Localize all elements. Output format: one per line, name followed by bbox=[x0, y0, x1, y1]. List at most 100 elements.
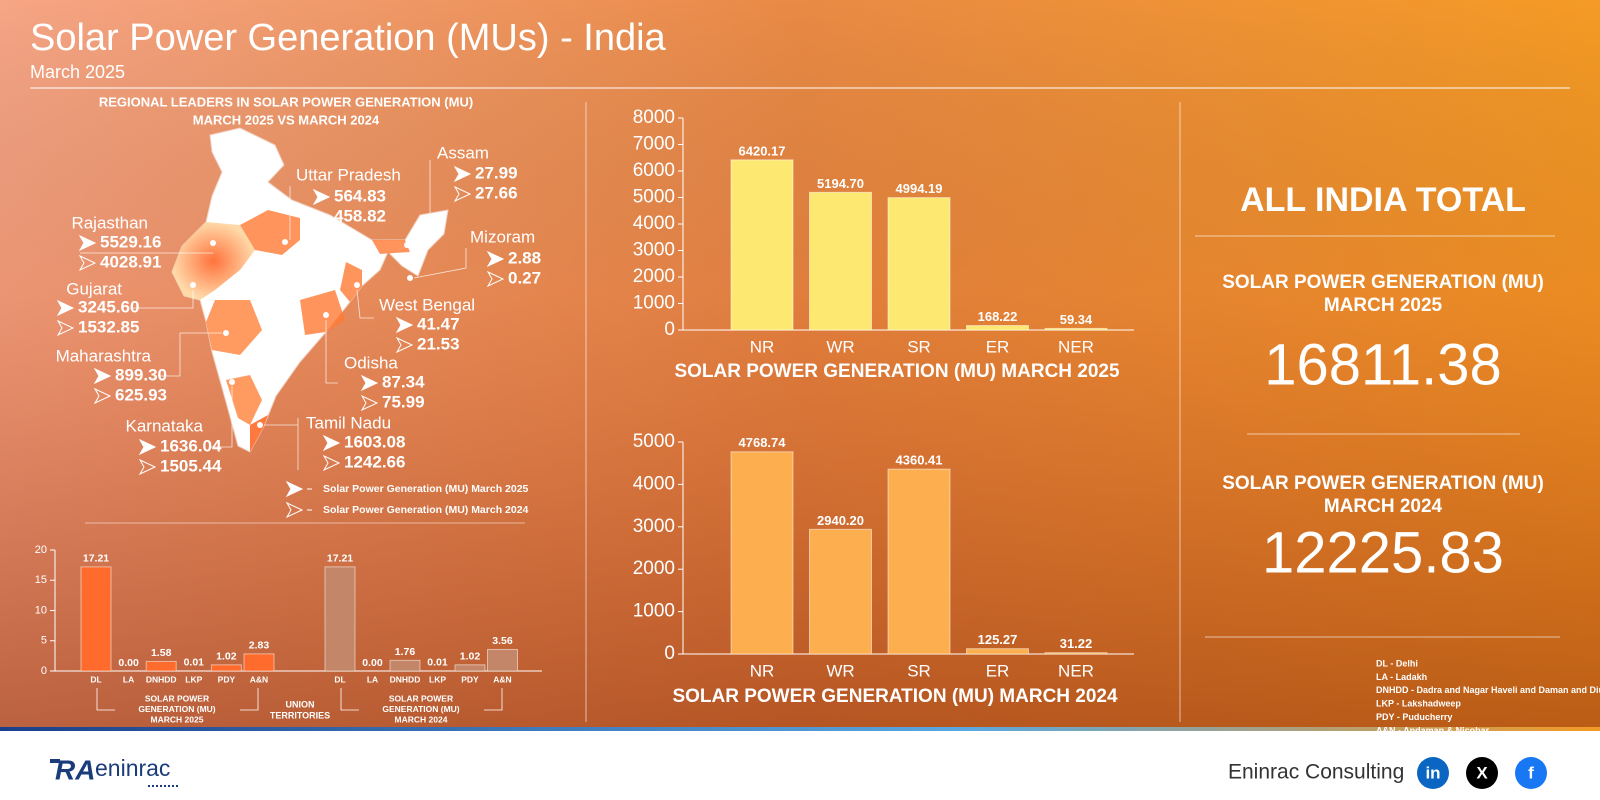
value-label: 1.76 bbox=[395, 646, 416, 658]
state-value-2024: 625.93 bbox=[115, 385, 167, 404]
leader-line bbox=[409, 160, 431, 244]
state-name: Assam bbox=[437, 143, 489, 162]
state-value-2024: 1505.44 bbox=[160, 456, 222, 475]
y-tick-label: 5000 bbox=[633, 187, 675, 208]
arrow-icon bbox=[138, 438, 157, 456]
bar bbox=[730, 451, 794, 655]
bar bbox=[1044, 327, 1108, 331]
x-tick-label: NR bbox=[750, 337, 775, 356]
bar bbox=[966, 325, 1029, 331]
value-label: 3.56 bbox=[492, 635, 513, 647]
y-tick-label: 3000 bbox=[633, 240, 675, 261]
state-name: Maharashtra bbox=[56, 346, 152, 365]
state-value-2025: 564.83 bbox=[334, 186, 386, 205]
state-name: Uttar Pradesh bbox=[296, 165, 401, 184]
social-glyph[interactable]: in bbox=[1425, 763, 1440, 782]
state-value-2025: 27.99 bbox=[475, 163, 518, 182]
abbreviation: LA - Ladakh bbox=[1376, 672, 1427, 682]
bar bbox=[145, 660, 177, 672]
y-tick-label: 10 bbox=[35, 604, 47, 616]
value-label: 4360.41 bbox=[896, 453, 943, 468]
arrow-icon bbox=[285, 501, 304, 519]
chart-title: SOLAR POWER GENERATION (MU) MARCH 2025 bbox=[674, 361, 1120, 382]
bracket bbox=[340, 688, 359, 711]
y-tick-label: 0 bbox=[664, 319, 675, 340]
state-value-2024: 458.82 bbox=[334, 206, 386, 225]
logo-text: eninrac bbox=[95, 755, 170, 781]
value-label: 125.27 bbox=[978, 632, 1018, 647]
arrow-icon bbox=[395, 316, 414, 334]
y-tick-label: 5 bbox=[41, 635, 47, 647]
value-label: 0.01 bbox=[184, 657, 205, 669]
x-tick-label: WR bbox=[826, 337, 854, 356]
value-label: 0.00 bbox=[362, 657, 383, 669]
logo: RA eninrac bbox=[50, 754, 180, 787]
y-tick-label: 15 bbox=[35, 574, 47, 586]
state-dot bbox=[404, 242, 410, 248]
bar bbox=[730, 159, 794, 331]
x-tick-label: ER bbox=[986, 661, 1010, 680]
state-name: Tamil Nadu bbox=[306, 413, 391, 432]
x-tick-label: DL bbox=[334, 674, 345, 684]
arrow-icon bbox=[395, 336, 414, 354]
bar bbox=[809, 191, 872, 331]
state-dot bbox=[229, 379, 235, 385]
arrow-icon bbox=[78, 234, 97, 252]
map-subtitle: MARCH 2025 VS MARCH 2024 bbox=[193, 112, 380, 127]
y-tick-label: 0 bbox=[664, 643, 675, 664]
arrow-icon bbox=[322, 454, 341, 472]
value-label: 59.34 bbox=[1060, 312, 1093, 327]
arrow-icon bbox=[453, 185, 472, 203]
bar bbox=[1044, 652, 1108, 655]
x-tick-label: SR bbox=[907, 661, 931, 680]
x-tick-label: PDY bbox=[218, 674, 236, 684]
y-tick-label: 4000 bbox=[633, 213, 675, 234]
state-name: West Bengal bbox=[379, 295, 475, 314]
state-dot bbox=[282, 239, 288, 245]
map-title: REGIONAL LEADERS IN SOLAR POWER GENERATI… bbox=[99, 94, 473, 109]
value-label: 1.02 bbox=[216, 651, 237, 663]
arrow-icon bbox=[285, 480, 304, 498]
social-glyph[interactable]: X bbox=[1476, 763, 1488, 782]
value-label: 0.01 bbox=[427, 657, 448, 669]
value-label: 17.21 bbox=[83, 553, 109, 565]
y-tick-label: 3000 bbox=[633, 516, 675, 537]
social-icon[interactable] bbox=[1515, 757, 1547, 789]
total-label: MARCH 2024 bbox=[1324, 496, 1443, 517]
footer bbox=[0, 731, 1600, 800]
bracket bbox=[484, 688, 503, 711]
legend-label: Solar Power Generation (MU) March 2024 bbox=[323, 504, 529, 516]
x-tick-label: ER bbox=[986, 337, 1010, 356]
bar bbox=[809, 528, 872, 655]
leader-line bbox=[325, 320, 338, 384]
leader-line bbox=[210, 386, 233, 448]
x-tick-label: NR bbox=[750, 661, 775, 680]
leader-line bbox=[264, 418, 299, 470]
abbreviation: LKP - Lakshadweep bbox=[1376, 699, 1461, 709]
chart-label: GENERATION (MU) bbox=[382, 704, 459, 714]
x-tick-label: NER bbox=[1058, 337, 1094, 356]
chart-label: SOLAR POWER bbox=[145, 693, 209, 703]
abbreviation: PDY - Puducherry bbox=[1376, 712, 1452, 722]
bar bbox=[887, 197, 951, 331]
value-label: 5194.70 bbox=[817, 176, 864, 191]
total-value: 12225.83 bbox=[1262, 520, 1504, 585]
social-glyph[interactable]: f bbox=[1528, 763, 1534, 782]
state-dot bbox=[210, 240, 216, 246]
abbreviation: DNHDD - Dadra and Nagar Haveli and Daman… bbox=[1376, 685, 1600, 695]
bracket bbox=[240, 688, 259, 711]
chart-label: SOLAR POWER bbox=[389, 693, 453, 703]
state-value-2025: 5529.16 bbox=[100, 232, 161, 251]
leader-line bbox=[130, 290, 194, 309]
arrow-icon bbox=[56, 299, 75, 317]
bar bbox=[454, 664, 486, 672]
arrow-icon bbox=[453, 165, 472, 183]
social-icon[interactable] bbox=[1417, 757, 1449, 789]
state-dot bbox=[407, 275, 413, 281]
total-label: MARCH 2025 bbox=[1324, 295, 1443, 316]
social-icon[interactable] bbox=[1466, 757, 1498, 789]
brand: Eninrac Consulting bbox=[1228, 761, 1404, 784]
chart-label: GENERATION (MU) bbox=[138, 704, 215, 714]
